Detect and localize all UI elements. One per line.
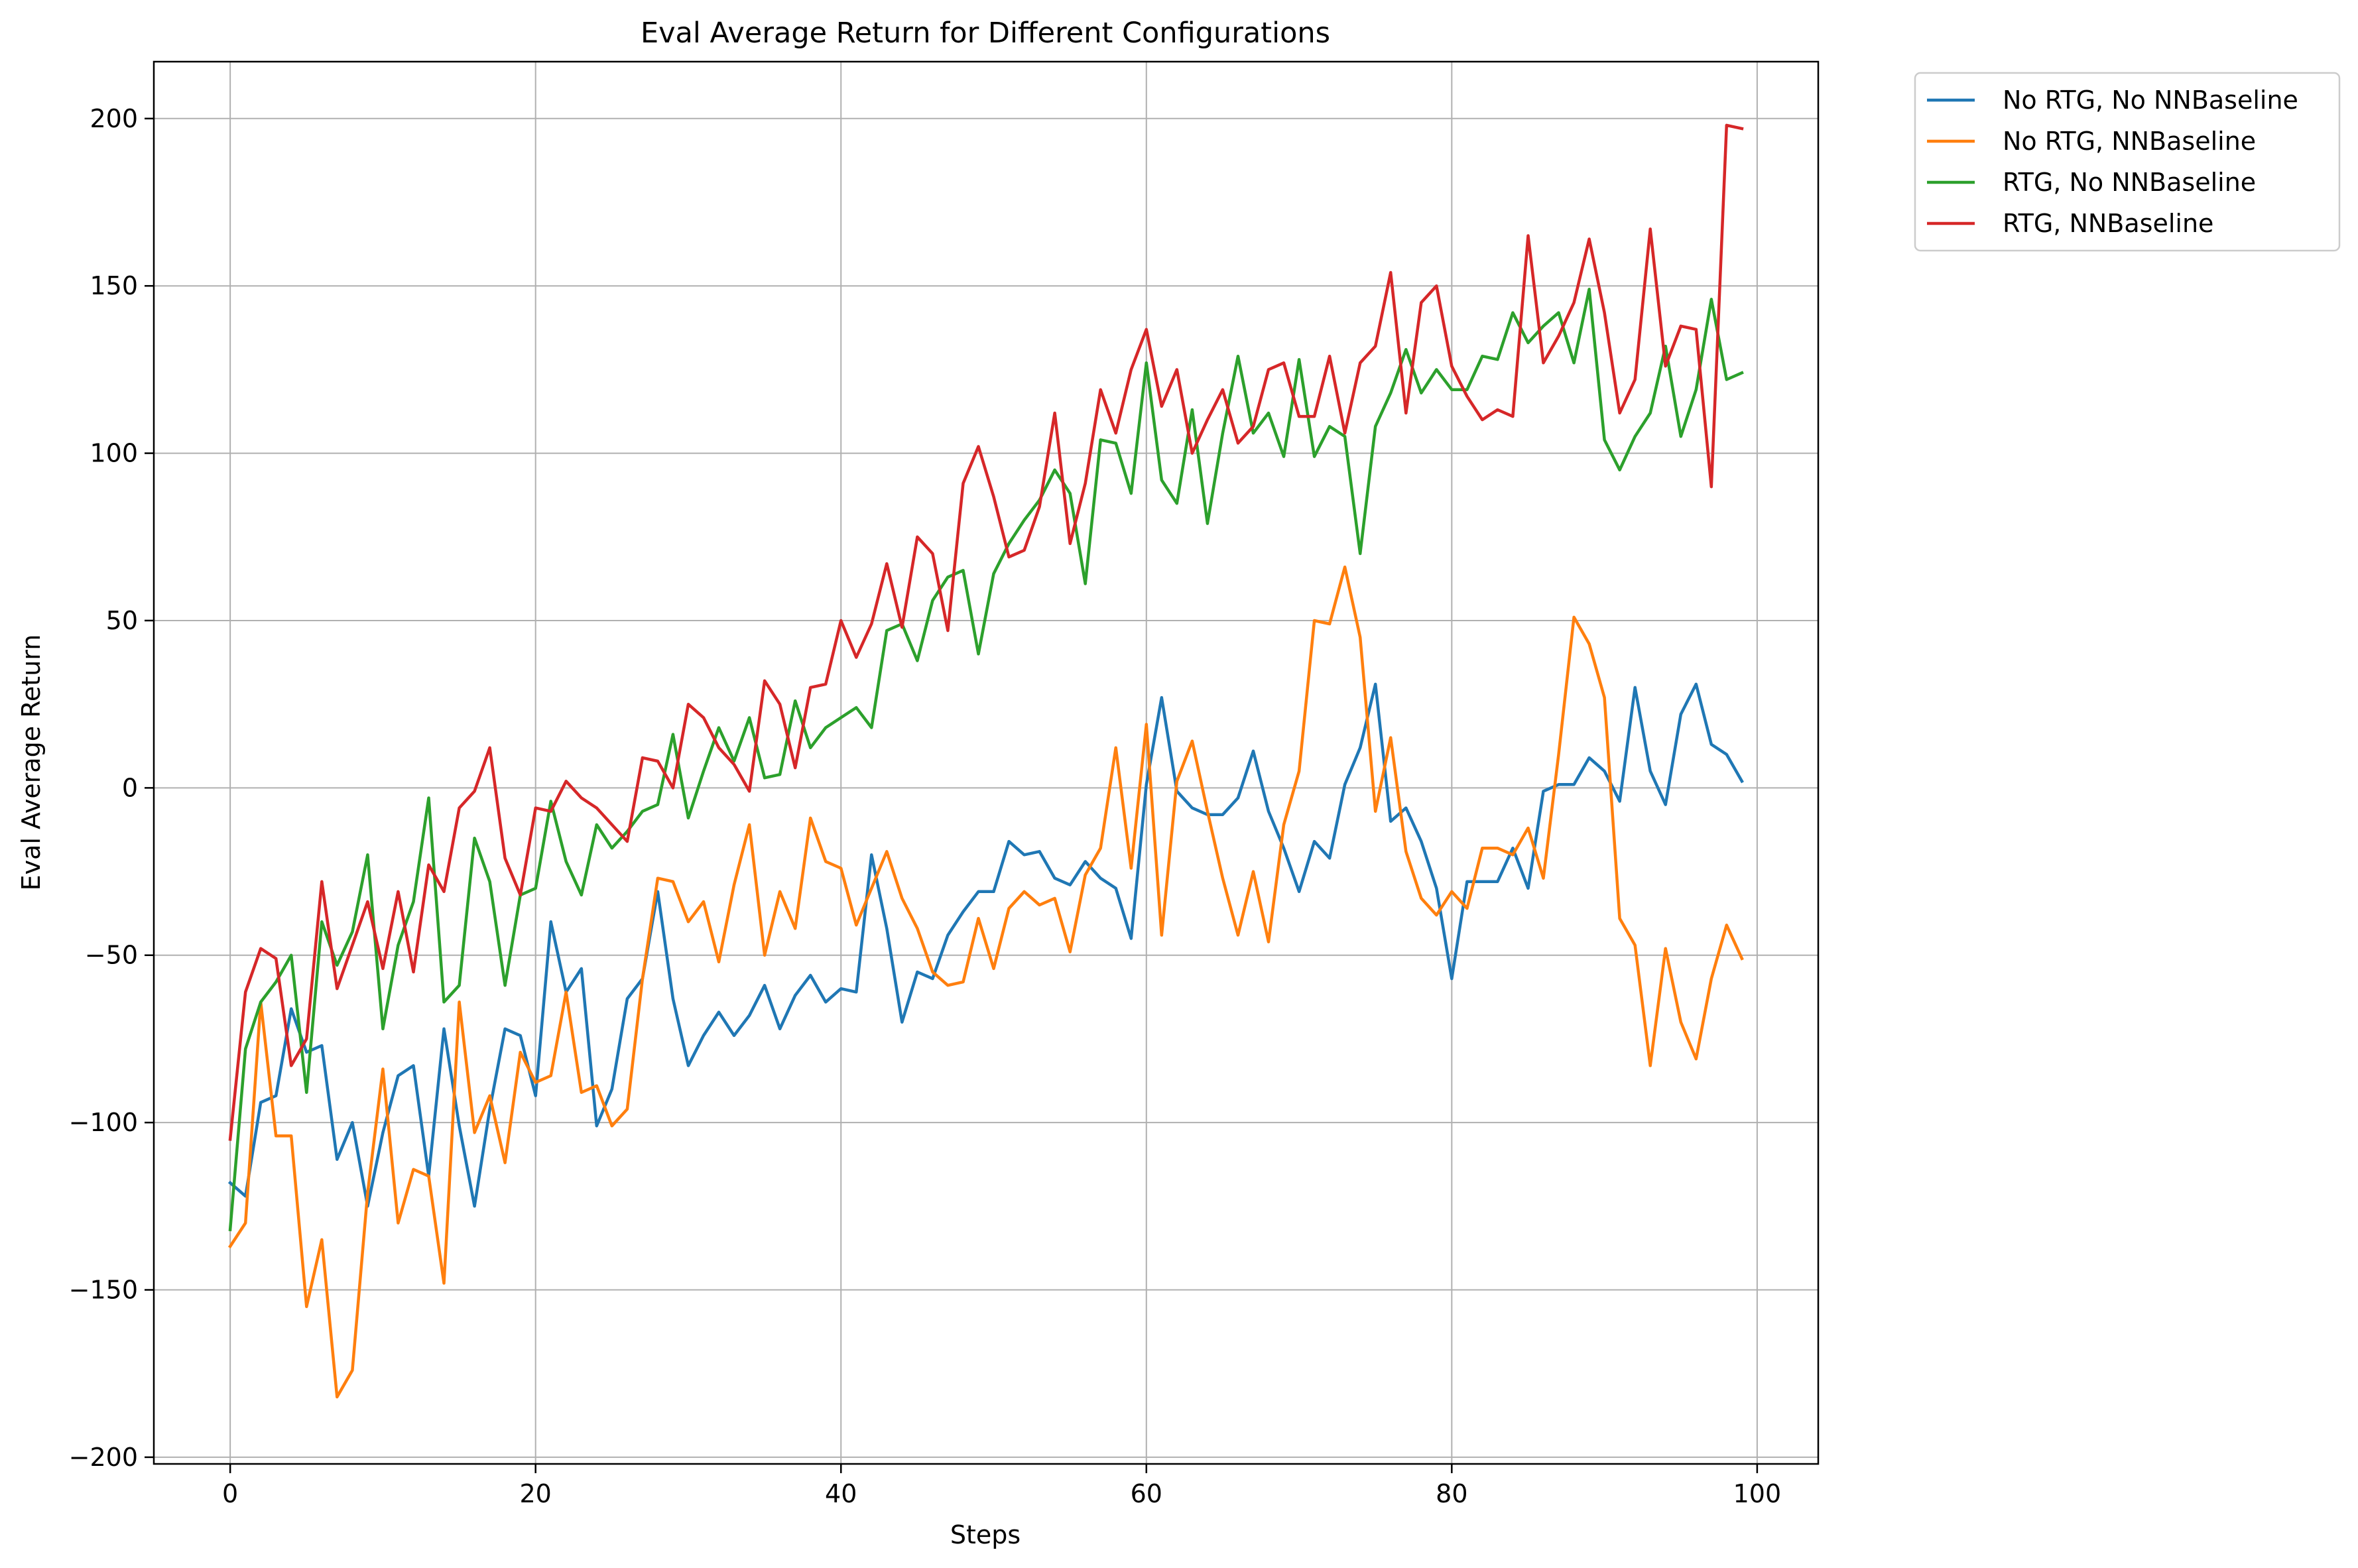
legend-label-1: No RTG, No NNBaseline (2003, 86, 2298, 115)
legend: No RTG, No NNBaseline No RTG, NNBaseline R… (1914, 72, 2341, 252)
y-tick-label: 200 (90, 104, 138, 133)
series-line-3 (228, 287, 1744, 1232)
y-tick-label: −150 (69, 1276, 138, 1305)
y-tick-label: 100 (90, 439, 138, 468)
x-tick-label: 20 (520, 1479, 552, 1508)
legend-label-3: RTG, No NNBaseline (2003, 168, 2256, 197)
x-axis-label: Steps (950, 1520, 1021, 1549)
chart-title: Eval Average Return for Different Config… (641, 17, 1330, 50)
y-tick-label: −200 (69, 1443, 138, 1472)
legend-label-4: RTG, NNBaseline (2003, 209, 2213, 238)
y-tick-label: 150 (90, 271, 138, 300)
x-tick-label: 40 (825, 1479, 857, 1508)
series-line-1 (227, 682, 1744, 1208)
grid-lines (154, 62, 1818, 1464)
x-tick-label: 0 (222, 1479, 238, 1508)
legend-box (1914, 72, 2341, 252)
plot-area-frame (153, 60, 1820, 1465)
series-lines (227, 123, 1744, 1399)
y-tick-label: −50 (85, 941, 138, 970)
y-axis-label: Eval Average Return (17, 634, 46, 891)
y-tick-label: −100 (69, 1108, 138, 1137)
x-tick-label: 100 (1733, 1479, 1782, 1508)
legend-label-2: No RTG, NNBaseline (2003, 127, 2256, 156)
y-tick-label: 0 (122, 773, 138, 802)
y-tick-label: 50 (106, 606, 138, 635)
axis-ticks: 0 20 40 60 80 100 −200 −150 −100 −50 0 50 100 150 200 (69, 104, 1782, 1508)
series-line-4 (228, 123, 1744, 1141)
series-line-2 (227, 565, 1744, 1399)
x-tick-label: 80 (1436, 1479, 1467, 1508)
x-tick-label: 60 (1131, 1479, 1162, 1508)
